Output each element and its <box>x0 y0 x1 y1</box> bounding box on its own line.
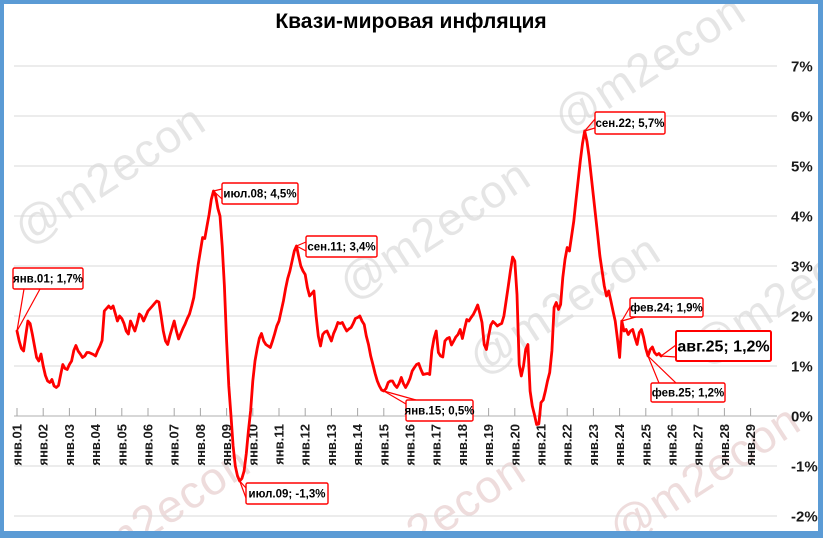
x-axis-label: янв.23 <box>586 424 601 466</box>
annotation-box <box>221 182 299 205</box>
x-axis-label: янв.25 <box>638 424 653 466</box>
y-axis-label: 5% <box>791 159 813 176</box>
annotation-label: фев.25; 1,2% <box>652 388 725 400</box>
annotation-label: авг.25; 1,2% <box>677 339 769 356</box>
x-axis-label: янв.14 <box>350 423 365 465</box>
x-axis-label: янв.11 <box>272 424 287 465</box>
annotation-label: фев.24; 1,9% <box>630 303 703 315</box>
x-axis-label: янв.15 <box>376 424 391 466</box>
annotation-box <box>405 399 474 422</box>
annotation-box <box>305 235 378 258</box>
x-axis-label: янв.12 <box>298 424 313 466</box>
x-axis-label: янв.04 <box>88 423 103 465</box>
x-axis-label: янв.02 <box>36 424 51 466</box>
y-axis-label: 7% <box>791 59 813 76</box>
x-axis-label: янв.09 <box>219 424 234 466</box>
x-axis-label: янв.22 <box>560 424 575 466</box>
annotation-label: июл.08; 4,5% <box>223 189 296 201</box>
annotation-label: июл.09; -1,3% <box>249 489 326 501</box>
annotation-leader <box>296 245 307 252</box>
x-axis-label: янв.27 <box>691 424 706 466</box>
y-axis-label: 4% <box>791 209 813 226</box>
annotation-box <box>650 382 726 403</box>
inflation-line-chart: 7% 6% 5% 4% 3% 2% 1% 0% -1% -2% янв.01 янв.02 янв.03… <box>10 59 818 526</box>
annotation-label: сен.22; 5,7% <box>596 118 665 130</box>
annotation-leader <box>16 288 25 332</box>
x-axis-label: янв.26 <box>665 424 680 466</box>
annotation-leader <box>660 344 677 357</box>
annotation-leader <box>647 355 677 384</box>
x-axis-label: янв.24 <box>612 423 627 465</box>
x-axis-label: янв.28 <box>717 424 732 466</box>
y-axis-label: 0% <box>791 409 813 426</box>
x-axis-label: янв.20 <box>507 424 522 466</box>
x-axis-label: янв.29 <box>743 424 758 466</box>
y-axis-label: 1% <box>791 359 813 376</box>
x-axis-label: янв.19 <box>481 424 496 466</box>
annotation-box <box>675 330 772 362</box>
annotation-leader <box>16 288 41 332</box>
annotation-leader <box>647 355 660 384</box>
annotation-box <box>594 111 666 135</box>
annotation-leader <box>584 127 596 132</box>
annotation-leader <box>383 390 417 401</box>
annotation-leader <box>621 306 631 322</box>
annotation-label: сен.11; 3,4% <box>307 242 375 254</box>
x-axis-label: янв.21 <box>534 424 549 466</box>
y-axis-label: 2% <box>791 309 813 326</box>
y-axis-label: 6% <box>791 109 813 126</box>
x-axis-label: янв.16 <box>403 424 418 466</box>
annotation-leader <box>213 188 223 192</box>
x-axis-label: янв.07 <box>167 424 182 466</box>
x-axis-label: янв.01 <box>10 424 25 466</box>
annotation-label: янв.15; 0,5% <box>405 406 475 418</box>
annotation-box <box>245 482 329 505</box>
x-axis-label: янв.18 <box>455 424 470 466</box>
x-axis-label: янв.08 <box>193 424 208 466</box>
chart-title: Квази-мировая инфляция <box>275 10 547 33</box>
y-axis-label: -1% <box>791 459 818 476</box>
annotation-label: янв.01; 1,7% <box>13 274 83 286</box>
annotation-leader <box>383 390 407 405</box>
annotation-box <box>629 297 704 318</box>
annotation-leader <box>296 241 307 247</box>
x-axis-label: янв.05 <box>114 424 129 466</box>
annotation-leader <box>661 355 677 358</box>
annotation-leader <box>584 118 596 132</box>
x-axis-label: янв.13 <box>324 424 339 466</box>
annotation-box <box>12 267 84 290</box>
annotation-leader <box>239 480 247 499</box>
y-axis-label: -2% <box>791 509 818 526</box>
x-axis-label: янв.17 <box>429 424 444 466</box>
inflation-series-line <box>15 129 663 483</box>
y-axis-label: 3% <box>791 259 813 276</box>
x-axis-label: янв.06 <box>141 424 156 466</box>
annotation-leader <box>213 190 223 200</box>
x-axis-label: янв.03 <box>62 424 77 466</box>
